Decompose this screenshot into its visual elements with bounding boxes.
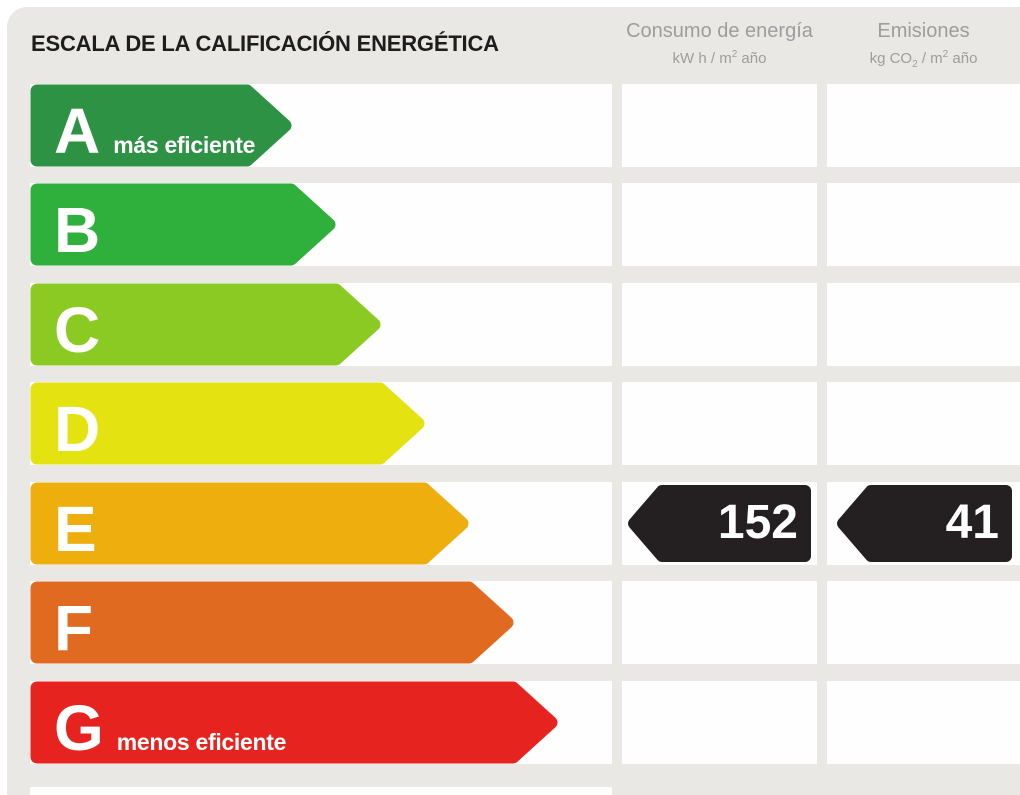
- emissions-cell: [827, 183, 1020, 266]
- rating-arrow-text: B: [54, 198, 100, 262]
- rating-arrow: G menos eficiente: [30, 681, 558, 764]
- rating-arrow-shape: [30, 581, 514, 664]
- rating-letter: E: [54, 493, 97, 565]
- rating-row-b: B: [0, 183, 1020, 266]
- emissions-cell: [827, 283, 1020, 366]
- consumption-column-title: Consumo de energía: [626, 20, 813, 42]
- consumption-cell: 152: [622, 482, 817, 565]
- rating-arrow-text: F: [54, 596, 93, 660]
- rating-row-a: A más eficiente: [0, 84, 1020, 167]
- consumption-cell: [622, 382, 817, 465]
- emissions-value-arrow: 41: [837, 485, 1013, 562]
- rating-letter: C: [54, 294, 101, 366]
- next-row-partial: [30, 787, 612, 795]
- emissions-cell: [827, 84, 1020, 167]
- page-title: ESCALA DE LA CALIFICACIÓN ENERGÉTICA: [31, 31, 499, 56]
- rating-arrow-shape: [30, 382, 425, 465]
- rating-arrow: A más eficiente: [30, 84, 292, 167]
- consumption-cell: [622, 581, 817, 664]
- rating-arrow: B: [30, 183, 336, 266]
- rating-letter: D: [54, 393, 101, 465]
- rating-letter: B: [54, 194, 101, 266]
- rating-row-g: G menos eficiente: [0, 681, 1020, 764]
- emissions-cell: 41: [827, 482, 1020, 565]
- emissions-column-header: Emisiones kg CO2 / m2 año: [827, 20, 1020, 70]
- consumption-column-header: Consumo de energía kW h / m2 año: [622, 20, 817, 67]
- emissions-column-title: Emisiones: [877, 20, 970, 42]
- rating-arrow-text: D: [54, 397, 100, 461]
- value-arrow-shape: [628, 485, 811, 562]
- consumption-value-arrow: 152: [628, 485, 812, 562]
- value-arrow-shape: [837, 485, 1012, 562]
- emissions-cell: [827, 681, 1020, 764]
- rating-row-c: C: [0, 283, 1020, 366]
- value-text: 152: [717, 495, 798, 549]
- rating-arrow-text: E: [54, 497, 97, 561]
- rating-row-d: D: [0, 382, 1020, 465]
- rating-arrow-shape: [30, 482, 469, 565]
- rating-arrow: C: [30, 283, 381, 366]
- rating-row-f: F: [0, 581, 1020, 664]
- consumption-cell: [622, 183, 817, 266]
- rating-annotation: menos eficiente: [116, 729, 287, 755]
- rating-arrow-shape: [30, 84, 292, 167]
- rating-arrow: D: [30, 382, 425, 465]
- emissions-column-unit: kg CO2 / m2 año: [869, 49, 978, 70]
- rating-arrow-shape: [30, 681, 558, 764]
- emissions-cell: [827, 581, 1020, 664]
- consumption-cell: [622, 283, 817, 366]
- consumption-cell: [622, 84, 817, 167]
- consumption-cell: [622, 681, 817, 764]
- rating-row-e: 152 41 E: [0, 482, 1020, 565]
- consumption-column-unit: kW h / m2 año: [672, 49, 767, 67]
- rating-arrow-text: C: [54, 298, 100, 362]
- rating-arrow-text: G menos eficiente: [54, 696, 286, 760]
- rating-letter: A: [54, 95, 101, 167]
- rating-arrow: E: [30, 482, 469, 565]
- rating-letter: G: [54, 692, 104, 764]
- rating-arrow-text: A más eficiente: [54, 99, 255, 163]
- rating-letter: F: [54, 592, 94, 664]
- rating-arrow-shape: [30, 183, 336, 266]
- emissions-cell: [827, 382, 1020, 465]
- value-text: 41: [945, 495, 999, 549]
- rating-annotation: más eficiente: [113, 132, 256, 158]
- rating-arrow: F: [30, 581, 514, 664]
- rating-arrow-shape: [30, 283, 381, 366]
